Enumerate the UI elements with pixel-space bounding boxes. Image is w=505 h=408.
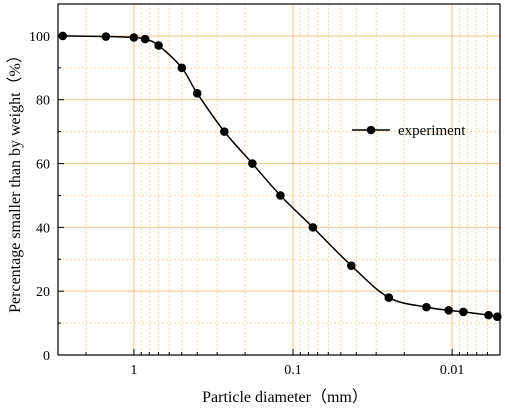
x-axis-title: Particle diameter（mm） — [202, 388, 368, 406]
data-point — [140, 34, 150, 44]
data-point — [276, 191, 285, 200]
plot-frame — [57, 3, 501, 356]
legend-label: experiment — [398, 123, 466, 139]
y-tick-label: 100 — [29, 30, 50, 45]
axis-ticks — [57, 3, 501, 356]
axis-tick-labels: 1 0.1 0.01 0 20 40 60 80 100 — [29, 30, 464, 378]
legend: experiment — [352, 123, 466, 139]
y-tick-label: 40 — [36, 221, 50, 236]
data-point — [58, 31, 68, 41]
data-point — [177, 63, 187, 73]
data-point — [220, 127, 229, 136]
data-point — [308, 223, 318, 232]
data-point — [459, 307, 468, 317]
x-tick-label: 1 — [130, 363, 137, 378]
legend-marker — [366, 125, 376, 135]
data-point — [101, 32, 111, 41]
x-tick-label: 0.01 — [440, 363, 465, 378]
y-tick-label: 60 — [36, 158, 50, 173]
y-tick-label: 80 — [36, 94, 50, 109]
data-point — [492, 312, 502, 322]
data-point — [192, 89, 202, 98]
data-point — [444, 306, 454, 315]
data-point — [129, 33, 139, 42]
series-line — [62, 35, 498, 318]
data-point — [154, 41, 163, 50]
y-axis-title: Percentage smaller than by weight（%） — [6, 47, 24, 313]
x-tick-label: 0.1 — [284, 363, 302, 378]
series-experiment — [58, 31, 502, 322]
data-point — [422, 302, 431, 312]
series-layer — [58, 31, 502, 322]
y-tick-label: 0 — [43, 349, 50, 364]
grid-lines — [57, 3, 501, 355]
data-point — [347, 261, 356, 270]
data-point — [484, 310, 493, 320]
data-point — [248, 159, 257, 168]
y-tick-label: 20 — [36, 285, 50, 300]
data-point — [384, 293, 394, 302]
